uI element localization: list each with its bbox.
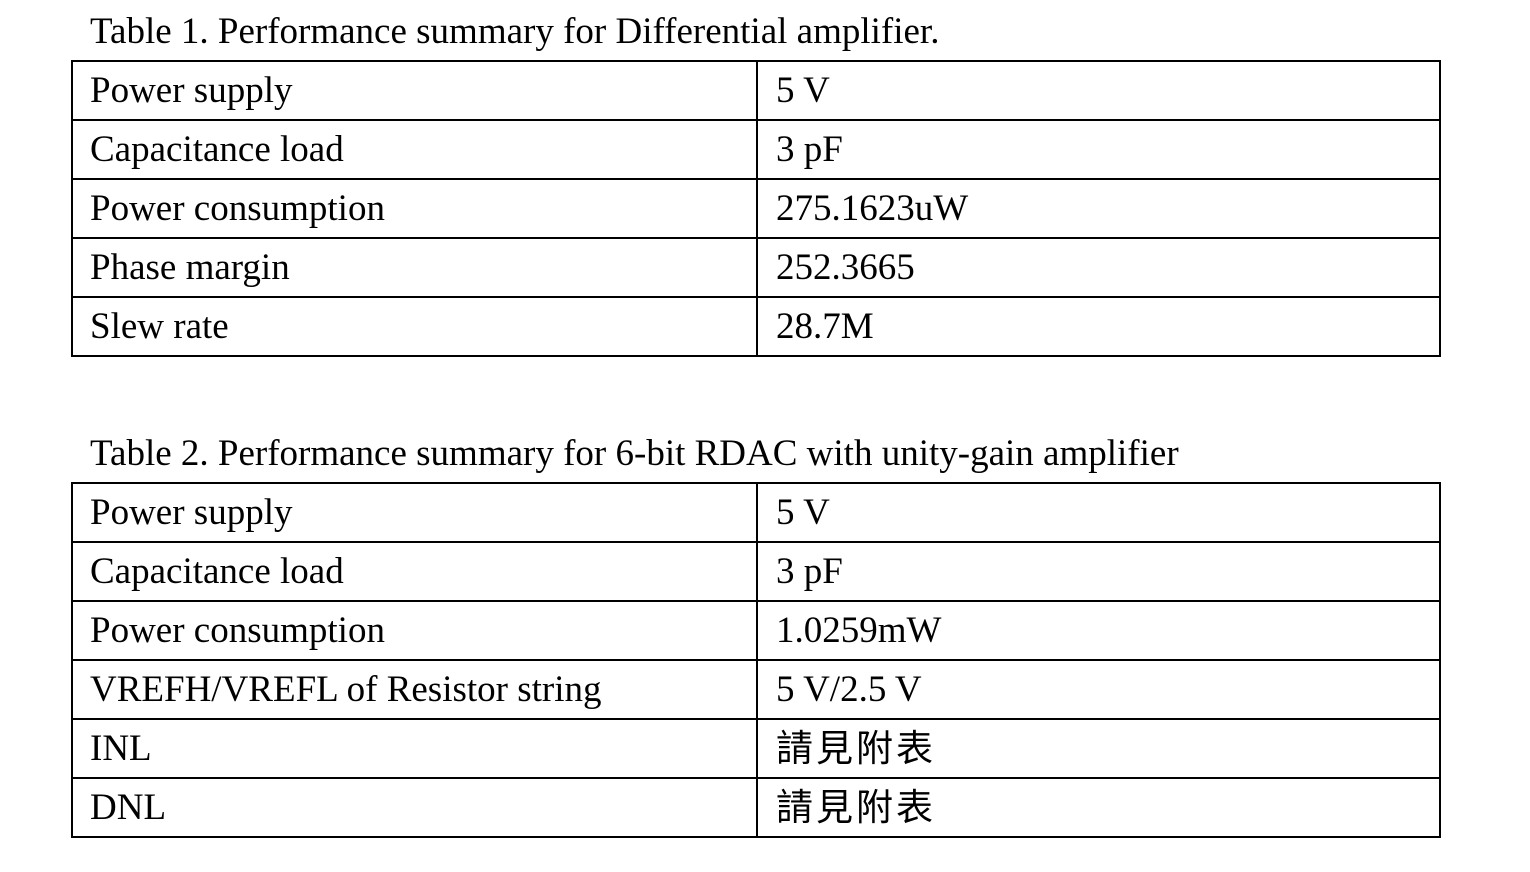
table-cell-value: 252.3665 [756, 237, 1441, 298]
table-cell-value: 5 V [756, 60, 1441, 121]
table-cell-param: INL [71, 718, 758, 779]
table-cell-param: Capacitance load [71, 119, 758, 180]
table-row: Power consumption 1.0259mW [71, 600, 1441, 661]
table-cell-value: 5 V/2.5 V [756, 659, 1441, 720]
table-cell-param: DNL [71, 777, 758, 838]
table-row: Power supply 5 V [71, 60, 1441, 121]
table-cell-param: Power supply [71, 60, 758, 121]
table-cell-param: Power supply [71, 482, 758, 543]
table-cell-value: 275.1623uW [756, 178, 1441, 239]
table-cell-value: 3 pF [756, 119, 1441, 180]
table2-caption: Table 2. Performance summary for 6-bit R… [90, 433, 1179, 474]
table-cell-value: 5 V [756, 482, 1441, 543]
table-row: Capacitance load 3 pF [71, 119, 1441, 180]
table1-performance-summary: Power supply 5 V Capacitance load 3 pF P… [71, 60, 1441, 357]
table1-caption: Table 1. Performance summary for Differe… [90, 11, 940, 52]
table-cell-param: Power consumption [71, 600, 758, 661]
table-cell-value: 28.7M [756, 296, 1441, 357]
table-row: INL 請見附表 [71, 718, 1441, 779]
table-cell-value: 1.0259mW [756, 600, 1441, 661]
table-cell-param: Power consumption [71, 178, 758, 239]
table-cell-value: 請見附表 [756, 718, 1441, 779]
table-row: Power supply 5 V [71, 482, 1441, 543]
table-cell-param: VREFH/VREFL of Resistor string [71, 659, 758, 720]
table-row: Capacitance load 3 pF [71, 541, 1441, 602]
table-row: Phase margin 252.3665 [71, 237, 1441, 298]
table-cell-param: Slew rate [71, 296, 758, 357]
table-cell-value: 請見附表 [756, 777, 1441, 838]
table-cell-value: 3 pF [756, 541, 1441, 602]
table-cell-param: Capacitance load [71, 541, 758, 602]
table2-performance-summary: Power supply 5 V Capacitance load 3 pF P… [71, 482, 1441, 838]
table-row: DNL 請見附表 [71, 777, 1441, 838]
table-row: Slew rate 28.7M [71, 296, 1441, 357]
table-cell-param: Phase margin [71, 237, 758, 298]
table-row: Power consumption 275.1623uW [71, 178, 1441, 239]
table-row: VREFH/VREFL of Resistor string 5 V/2.5 V [71, 659, 1441, 720]
